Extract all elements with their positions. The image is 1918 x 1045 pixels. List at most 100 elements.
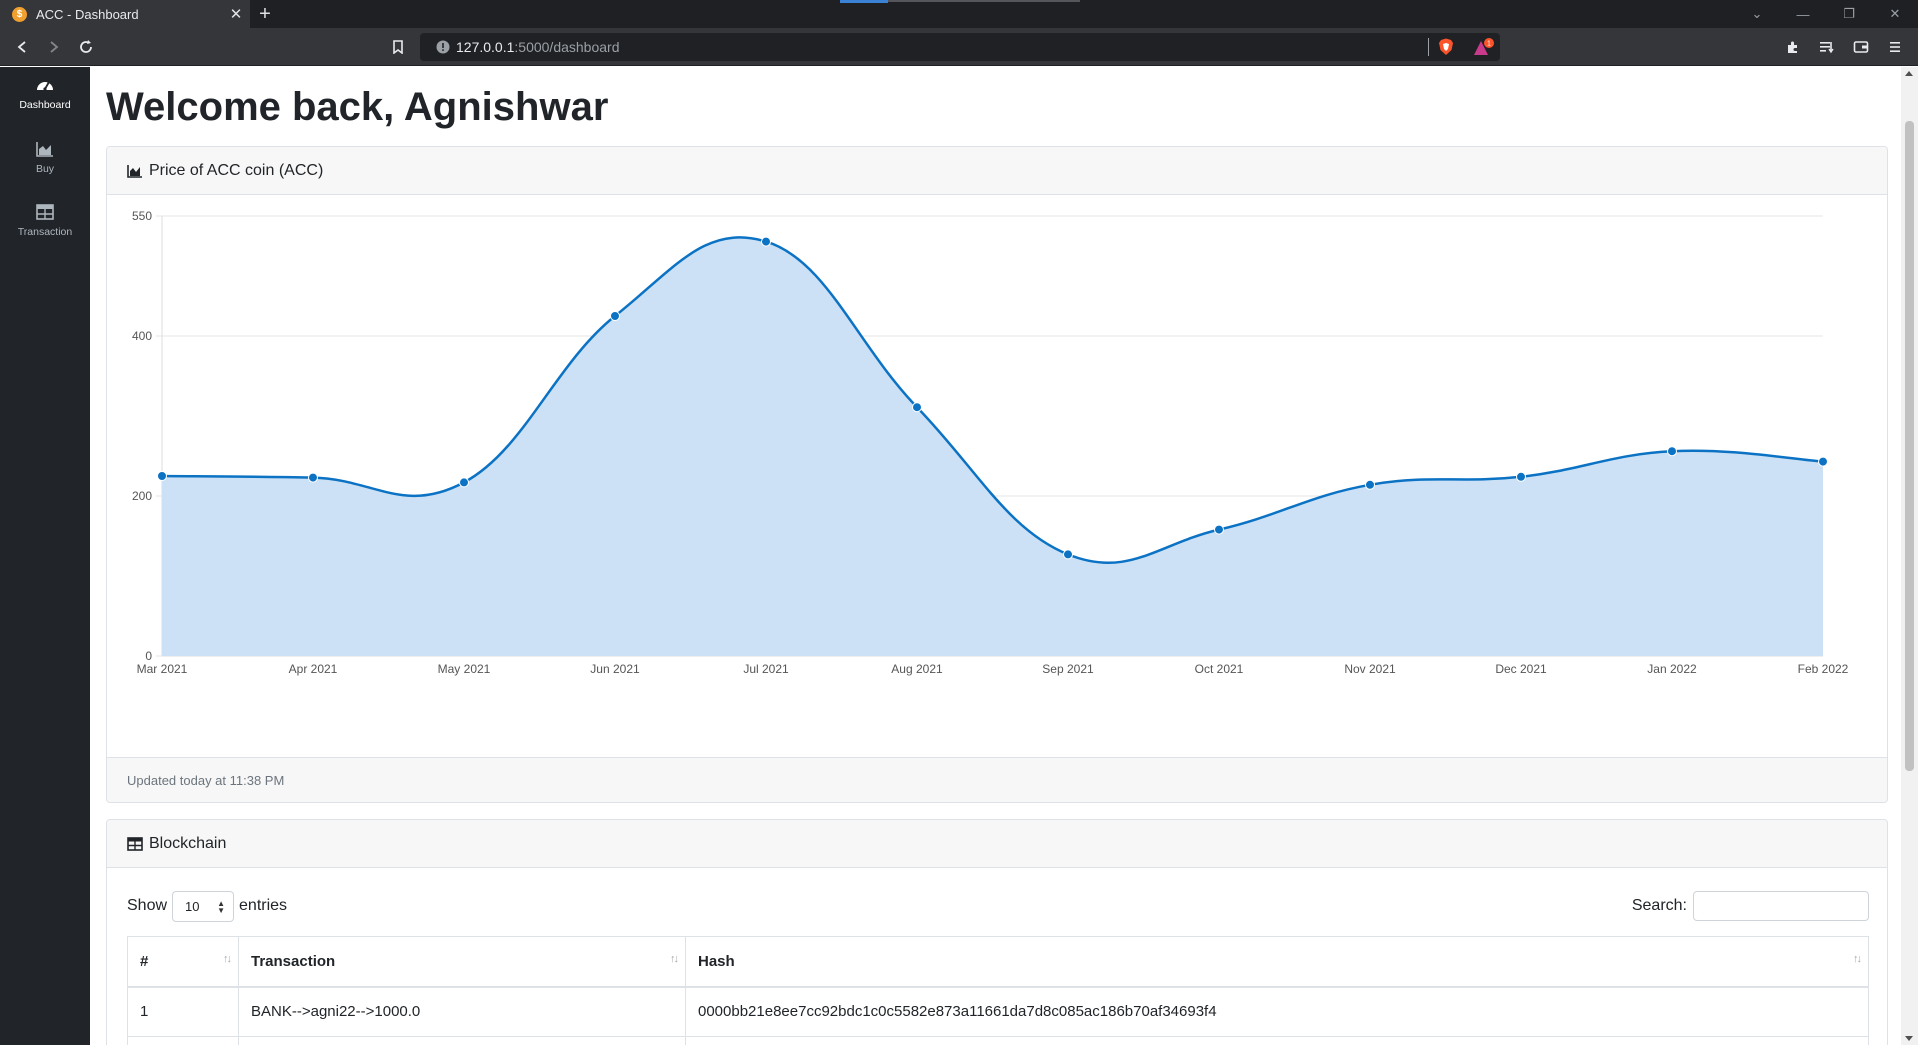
address-bar[interactable]: 127.0.0.1:5000/dashboard 1: [420, 33, 1500, 61]
data-point: [1214, 524, 1224, 535]
close-window-icon[interactable]: ✕: [1889, 6, 1901, 21]
sort-icon: ↑↓: [670, 953, 679, 965]
column-header-number[interactable]: # ↑↓: [127, 936, 239, 988]
data-point: [1063, 549, 1073, 560]
price-chart: 0 200 400 550 Mar 2021 Apr 2021 May 2021 Jun 20…: [132, 209, 1849, 676]
wallet-icon[interactable]: [1844, 39, 1878, 55]
sidebar: Dashboard Buy Transaction: [0, 67, 90, 1045]
search-label: Search:: [1631, 897, 1687, 914]
sort-icon: ↑↓: [223, 953, 232, 965]
x-tick-label: Nov 2021: [1344, 662, 1396, 676]
price-card-footer: Updated today at 11:38 PM: [107, 757, 1887, 802]
x-tick-label: Oct 2021: [1195, 662, 1244, 676]
y-tick-label: 0: [145, 649, 152, 663]
new-tab-button[interactable]: +: [259, 3, 271, 25]
tab-strip-divider: [888, 0, 1080, 2]
cell-number: [127, 1036, 239, 1045]
page-title: Welcome back, Agnishwar: [106, 85, 609, 129]
y-tick-label: 400: [132, 329, 152, 343]
url-text: 127.0.0.1:5000/dashboard: [456, 39, 619, 55]
sidebar-item-dashboard[interactable]: Dashboard: [0, 67, 90, 121]
close-tab-icon[interactable]: ✕: [229, 6, 243, 23]
reading-list-icon[interactable]: [1810, 39, 1844, 55]
brave-rewards-icon[interactable]: 1: [1472, 37, 1496, 62]
table-icon: [127, 836, 143, 851]
scrollbar-thumb[interactable]: [1905, 121, 1914, 771]
search-input[interactable]: [1693, 891, 1869, 921]
data-point: [610, 311, 620, 321]
x-tick-label: Dec 2021: [1495, 662, 1547, 676]
tab-search-icon[interactable]: ⌄: [1751, 6, 1763, 21]
data-point: [1365, 479, 1375, 490]
url-host: 127.0.0.1: [456, 39, 515, 55]
sort-icon: ↑↓: [1853, 953, 1862, 965]
back-icon[interactable]: [8, 28, 36, 66]
scroll-down-arrow-icon[interactable]: [1905, 1036, 1913, 1041]
cell-hash: [685, 1036, 1869, 1045]
reload-icon[interactable]: [72, 28, 100, 66]
x-tick-label: Jun 2021: [590, 662, 640, 676]
bookmark-icon[interactable]: [384, 28, 412, 66]
data-point: [912, 402, 922, 413]
datatable-controls: Show 10 ▲ ▼ entries Search:: [127, 890, 1869, 922]
cell-transaction: BANK-->agni22-->1000.0: [238, 986, 686, 1037]
entries-select-value: 10: [185, 898, 200, 914]
price-card: Price of ACC coin (ACC) 0 200 400 550 Mar 20…: [106, 146, 1888, 803]
page-viewport: Dashboard Buy Transaction Welcome back, …: [0, 67, 1918, 1045]
restore-icon[interactable]: ❐: [1843, 6, 1855, 21]
site-info-icon[interactable]: [430, 40, 456, 54]
blockchain-card-title: Blockchain: [149, 834, 227, 852]
minimize-icon[interactable]: —: [1796, 6, 1810, 22]
forward-icon[interactable]: [40, 28, 68, 66]
data-point: [1818, 456, 1828, 467]
entries-length-control: Show 10 ▲ ▼ entries: [127, 890, 287, 922]
x-tick-label: Aug 2021: [891, 662, 943, 676]
x-tick-label: Sep 2021: [1042, 662, 1094, 676]
data-point: [459, 477, 469, 488]
browser-tab-bar: $ ACC - Dashboard ✕ + ⌄ — ❐ ✕: [0, 0, 1918, 28]
sidebar-item-label: Dashboard: [19, 99, 71, 111]
sidebar-item-label: Buy: [35, 163, 55, 175]
data-point: [157, 471, 167, 481]
x-tick-label: Feb 2022: [1798, 662, 1849, 676]
x-tick-label: May 2021: [438, 662, 491, 676]
menu-icon[interactable]: [1878, 39, 1912, 55]
table-row: [127, 1036, 1869, 1045]
table-header-row: # ↑↓ Transaction ↑↓ Hash ↑↓: [127, 936, 1869, 988]
table-icon: [36, 204, 54, 220]
url-path: :5000/dashboard: [514, 39, 620, 55]
data-point: [308, 472, 318, 483]
y-tick-label: 200: [132, 489, 152, 503]
brave-shields-icon[interactable]: [1438, 38, 1454, 61]
cell-number: 1: [127, 986, 239, 1037]
entries-select[interactable]: 10 ▲ ▼: [172, 890, 235, 922]
data-point: [761, 236, 771, 247]
select-arrows-icon: ▲ ▼: [217, 898, 226, 915]
sidebar-item-buy[interactable]: Buy: [0, 131, 90, 185]
cell-hash: 0000bb21e8ee7cc92bdc1c0c5582e873a11661da…: [685, 986, 1869, 1037]
x-tick-label: Apr 2021: [289, 662, 338, 676]
tab-title: ACC - Dashboard: [36, 6, 139, 22]
area-chart-icon: [127, 164, 142, 178]
toolbar-right-actions: [1776, 28, 1912, 66]
blockchain-card-header: Blockchain: [107, 820, 1887, 868]
table-row: 1 BANK-->agni22-->1000.0 0000bb21e8ee7cc…: [127, 986, 1869, 1037]
favicon-icon: $: [12, 6, 27, 22]
blockchain-table: # ↑↓ Transaction ↑↓ Hash ↑↓ 1 BANK-->agni22…: [127, 936, 1869, 1045]
omnibox-separator: [1428, 38, 1429, 56]
column-header-transaction[interactable]: Transaction ↑↓: [238, 936, 686, 988]
window-controls: ⌄ — ❐ ✕: [1734, 0, 1918, 28]
price-card-header: Price of ACC coin (ACC): [107, 147, 1887, 195]
x-tick-label: Jul 2021: [743, 662, 789, 676]
page-scrollbar[interactable]: [1901, 67, 1918, 1045]
search-control: Search:: [1632, 890, 1869, 922]
y-tick-label: 550: [132, 209, 152, 223]
column-header-hash[interactable]: Hash ↑↓: [685, 936, 1869, 988]
browser-tab-active[interactable]: $ ACC - Dashboard ✕: [0, 0, 250, 28]
blockchain-card: Blockchain Show 10 ▲ ▼ entries Search:: [106, 819, 1888, 1045]
price-card-title: Price of ACC coin (ACC): [149, 161, 324, 179]
extensions-icon[interactable]: [1776, 39, 1810, 55]
scroll-up-arrow-icon[interactable]: [1905, 71, 1913, 76]
sidebar-item-transaction[interactable]: Transaction: [0, 194, 90, 248]
browser-toolbar: 127.0.0.1:5000/dashboard 1: [0, 28, 1918, 66]
